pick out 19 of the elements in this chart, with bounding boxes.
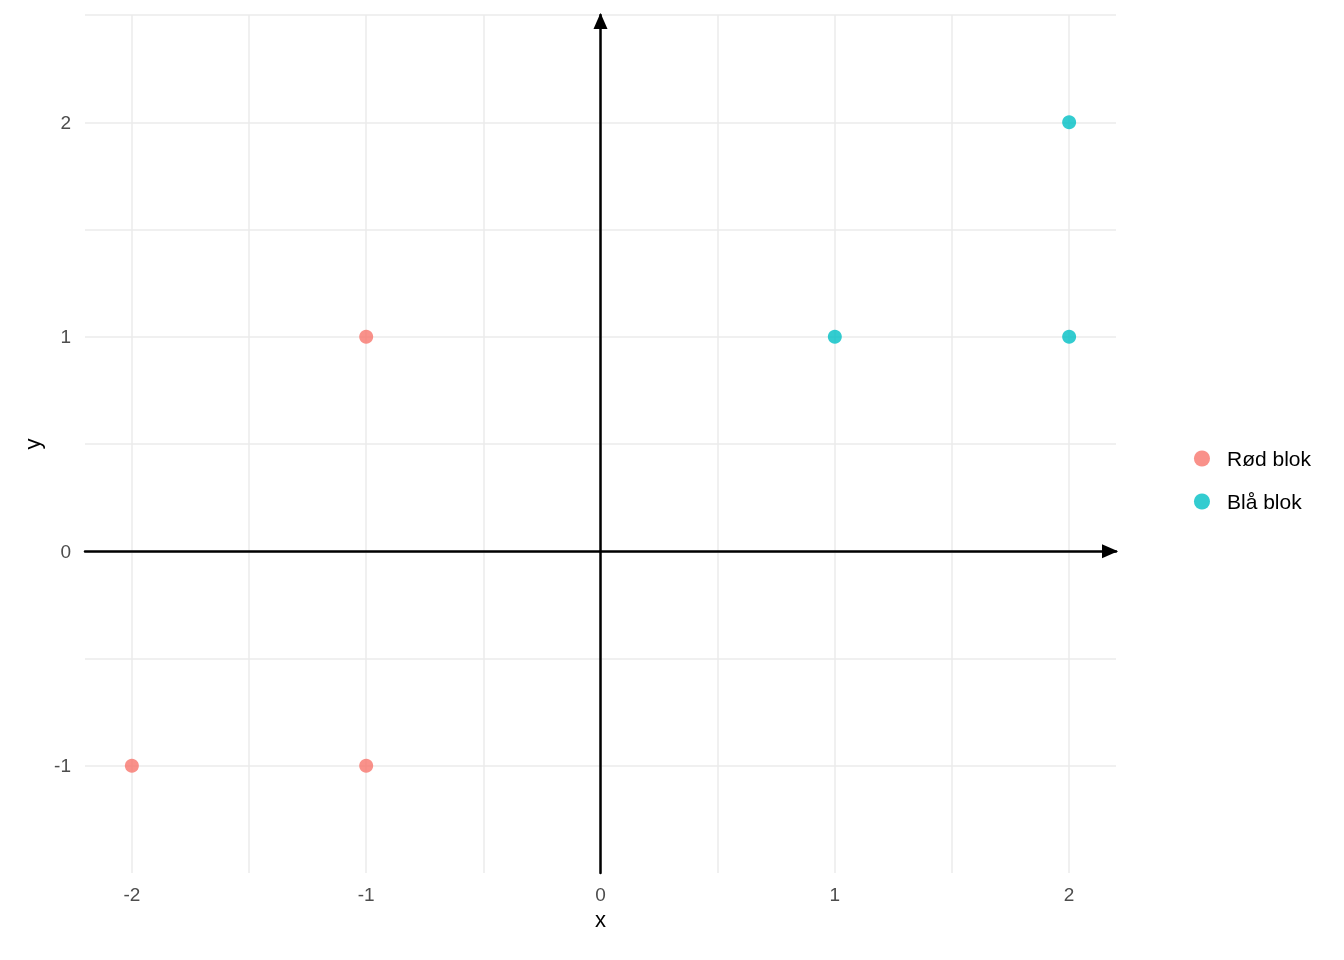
x-tick-label: 0 <box>595 884 606 905</box>
x-axis-title: x <box>595 907 606 933</box>
legend-label: Rød blok <box>1226 447 1312 470</box>
point <box>124 758 139 773</box>
x-tick-label: -2 <box>123 884 141 905</box>
x-tick-label: 1 <box>829 884 841 905</box>
point <box>1062 115 1077 130</box>
point <box>359 758 374 773</box>
point <box>827 329 842 344</box>
point <box>1062 329 1077 344</box>
y-tick-label: 2 <box>60 111 71 133</box>
y-tick-label: -1 <box>54 755 71 777</box>
y-tick-label: 1 <box>60 326 71 348</box>
y-axis-title: y <box>19 438 45 450</box>
legend-label: Blå blok <box>1226 490 1303 513</box>
x-tick-label: -1 <box>357 884 375 905</box>
y-tick-label: 0 <box>60 540 71 562</box>
point <box>359 329 374 344</box>
x-tick-label: 2 <box>1063 884 1075 905</box>
